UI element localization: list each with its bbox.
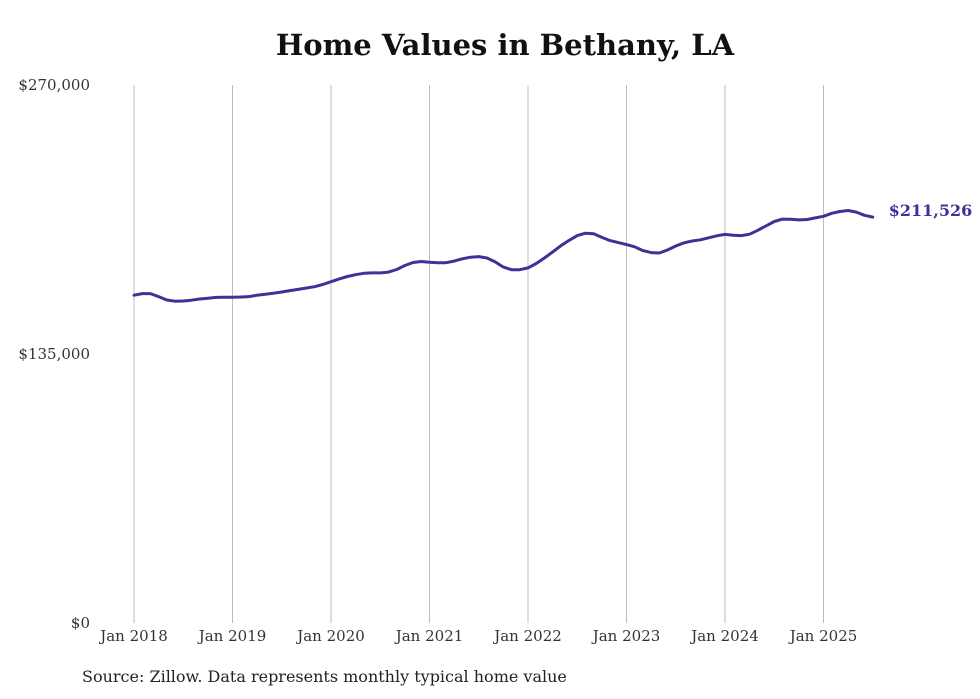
x-tick-label: Jan 2023 [591,627,661,645]
y-tick-label: $270,000 [18,76,90,94]
x-tick-label: Jan 2021 [394,627,464,645]
y-axis-ticks: $270,000 $135,000 $0 [18,76,90,632]
end-label-layer: $211,526 [889,201,973,220]
y-tick-label: $135,000 [18,345,90,363]
end-value-label: $211,526 [889,201,973,220]
x-tick-label: Jan 2022 [492,627,562,645]
x-axis-ticks: Jan 2018 Jan 2019 Jan 2020 Jan 2021 Jan 2022… [98,627,857,645]
chart-title: Home Values in Bethany, LA [275,28,735,62]
x-tick-label: Jan 2025 [788,627,858,645]
source-note: Source: Zillow. Data represents monthly … [82,667,567,686]
gridlines [133,85,824,623]
x-tick-label: Jan 2018 [98,627,168,645]
x-tick-label: Jan 2020 [295,627,365,645]
series-layer [132,209,875,303]
x-tick-label: Jan 2024 [689,627,759,645]
y-tick-label: $0 [71,614,90,632]
x-tick-label: Jan 2019 [197,627,267,645]
series-line [132,209,875,303]
